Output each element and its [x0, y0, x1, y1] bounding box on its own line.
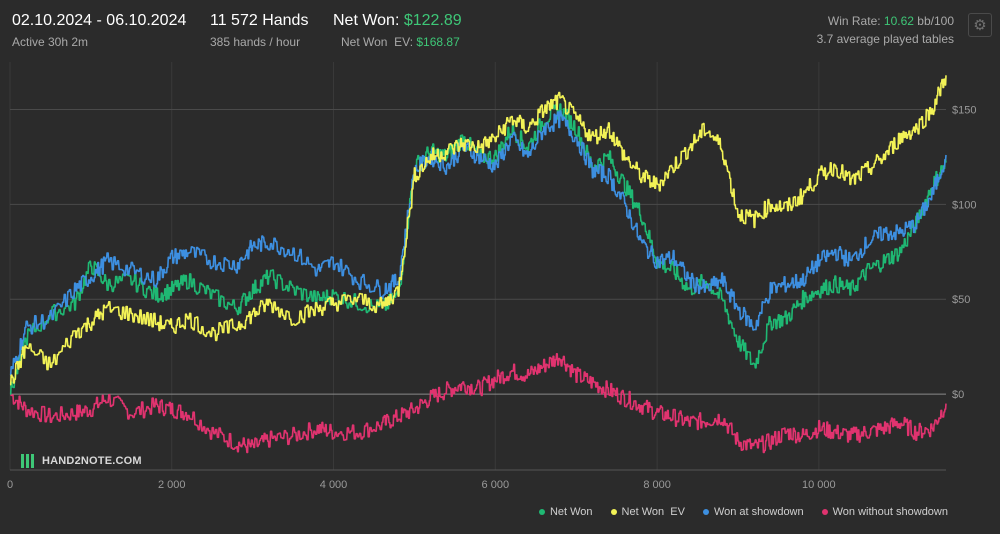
net-won-ev: Net Won EV: $168.87: [341, 35, 460, 49]
settings-button[interactable]: ⚙: [968, 13, 992, 37]
stats-header: 02.10.2024 - 06.10.2024 Active 30h 2m 11…: [0, 0, 1000, 60]
win-rate-unit: bb/100: [917, 14, 954, 28]
legend-dot-net-won-ev: [610, 509, 617, 515]
net-won-ev-label: Net Won EV:: [341, 35, 414, 49]
x-tick-label: 10 000: [802, 479, 836, 491]
net-won: Net Won: $122.89: [333, 12, 462, 30]
series-line-net-won-ev: [9, 75, 947, 386]
logo-text: HAND2NOTE.COM: [42, 455, 142, 467]
win-rate: Win Rate: 10.62 bb/100: [828, 14, 954, 28]
y-tick-label: $150: [952, 104, 976, 116]
net-won-label: Net Won:: [333, 12, 400, 29]
series-line-won-at-showdown: [9, 110, 947, 376]
legend-label-net-won-ev: Net Won EV: [621, 506, 685, 518]
legend-dot-net-won: [538, 509, 545, 515]
net-won-ev-value: $168.87: [416, 35, 460, 49]
y-tick-label: $0: [952, 389, 964, 401]
legend-label-won-at-showdown: Won at showdown: [713, 506, 804, 518]
tick-labels: 0 2 000 4 000 6 000 8 000 10 000 $0 $50 $100 $150: [7, 104, 977, 491]
y-tick-label: $100: [952, 199, 976, 211]
active-time: Active 30h 2m: [12, 35, 89, 49]
legend-label-won-without-showdown: Won without showdown: [832, 506, 948, 518]
legend-dot-won-without-showdown: [821, 509, 828, 515]
grid: [9, 62, 946, 471]
series-line-won-without-showdown: [9, 353, 947, 454]
legend-item-net-won-ev[interactable]: Net Won EV: [610, 506, 685, 518]
legend-item-net-won[interactable]: Net Won: [538, 506, 593, 518]
series-lines: [9, 75, 947, 454]
chart-legend: Net Won Net Won EV Won at showdown Won w…: [538, 506, 948, 518]
hand2note-logo: HAND2NOTE.COM: [20, 452, 142, 470]
logo-icon: [21, 454, 34, 468]
x-tick-label: 2 000: [158, 479, 186, 491]
gear-icon: ⚙: [973, 17, 987, 34]
legend-item-won-without-showdown[interactable]: Won without showdown: [821, 506, 948, 518]
average-tables: 3.7 average played tables: [816, 32, 954, 46]
net-won-value: $122.89: [403, 12, 462, 29]
y-tick-label: $50: [952, 294, 970, 306]
plot-area: [10, 62, 946, 470]
win-rate-value: 10.62: [883, 14, 914, 28]
date-range: 02.10.2024 - 06.10.2024: [12, 12, 187, 29]
x-tick-label: 6 000: [482, 479, 510, 491]
hands-count: 11 572 Hands: [210, 12, 309, 29]
x-tick-label: 8 000: [643, 479, 671, 491]
hands-per-hour: 385 hands / hour: [210, 35, 301, 49]
legend-dot-won-at-showdown: [702, 509, 709, 515]
x-tick-label: 4 000: [320, 479, 348, 491]
x-tick-label: 0: [7, 479, 13, 491]
legend-item-won-at-showdown[interactable]: Won at showdown: [702, 506, 804, 518]
win-rate-label: Win Rate:: [827, 14, 881, 28]
legend-label-net-won: Net Won: [549, 506, 593, 518]
